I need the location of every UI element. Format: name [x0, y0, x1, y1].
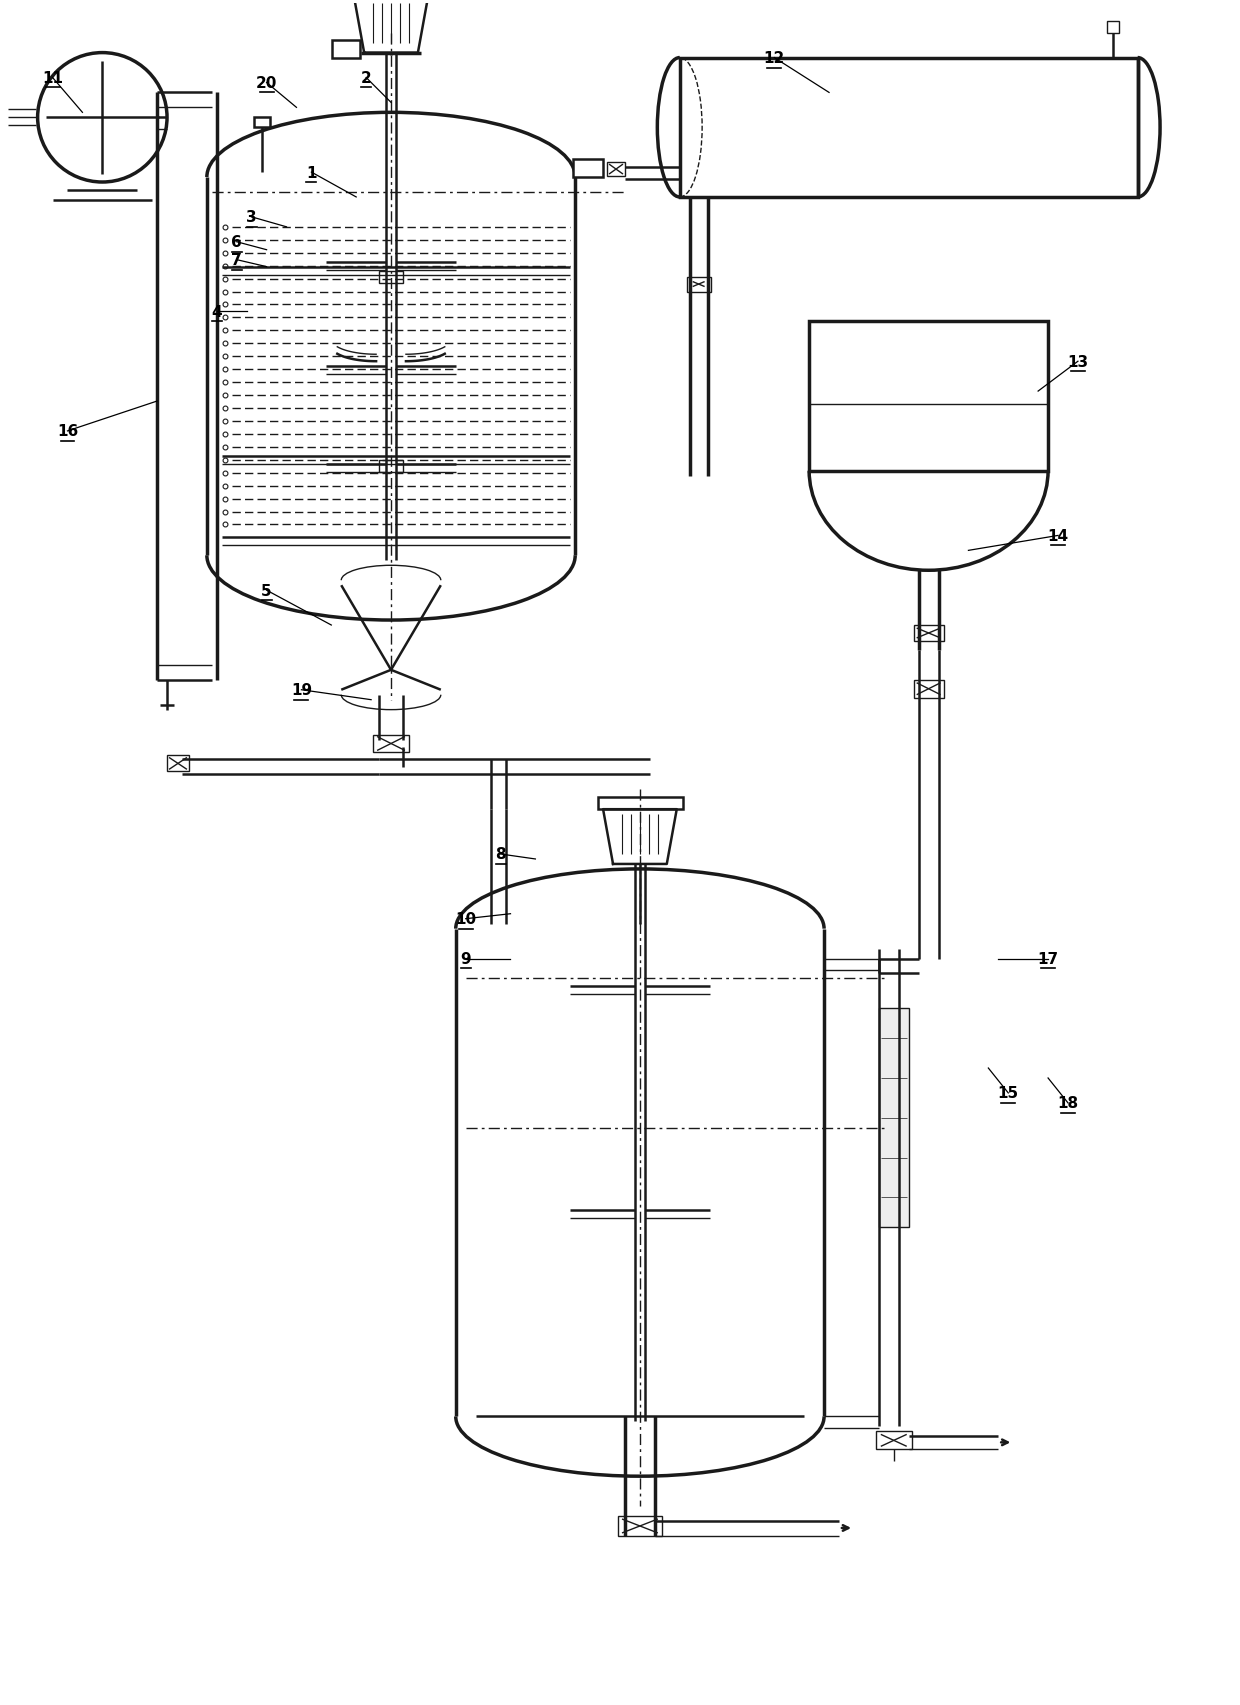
Text: 2: 2: [361, 72, 372, 85]
Text: 11: 11: [42, 72, 63, 85]
Text: 14: 14: [1048, 529, 1069, 544]
Bar: [1107, 22, 1118, 34]
Bar: [254, 118, 269, 128]
Bar: [914, 626, 944, 641]
Bar: [332, 41, 360, 58]
Text: 12: 12: [764, 51, 785, 66]
Bar: [573, 160, 603, 177]
Text: 9: 9: [460, 951, 471, 967]
Bar: [373, 735, 409, 754]
Text: 13: 13: [1068, 355, 1089, 370]
Text: 7: 7: [232, 252, 242, 268]
Text: 1: 1: [306, 165, 316, 181]
Text: 20: 20: [255, 77, 278, 90]
Text: 17: 17: [1038, 951, 1059, 967]
Text: 8: 8: [495, 847, 506, 863]
Bar: [379, 460, 403, 472]
Text: 4: 4: [212, 305, 222, 321]
Bar: [167, 755, 188, 772]
Bar: [875, 1432, 911, 1449]
Text: 15: 15: [998, 1086, 1019, 1101]
Bar: [608, 164, 625, 177]
Bar: [879, 1009, 909, 1228]
Text: 10: 10: [455, 912, 476, 926]
Text: 16: 16: [57, 425, 78, 440]
Bar: [379, 271, 403, 283]
Bar: [914, 680, 944, 699]
Text: 5: 5: [262, 583, 272, 598]
Text: 3: 3: [247, 210, 257, 225]
Text: 19: 19: [291, 682, 312, 697]
Text: 18: 18: [1058, 1096, 1079, 1110]
Bar: [810, 322, 1048, 472]
Bar: [598, 798, 683, 810]
Bar: [618, 1516, 662, 1536]
Bar: [680, 58, 1137, 198]
Bar: [687, 278, 711, 292]
Text: 6: 6: [232, 235, 242, 251]
